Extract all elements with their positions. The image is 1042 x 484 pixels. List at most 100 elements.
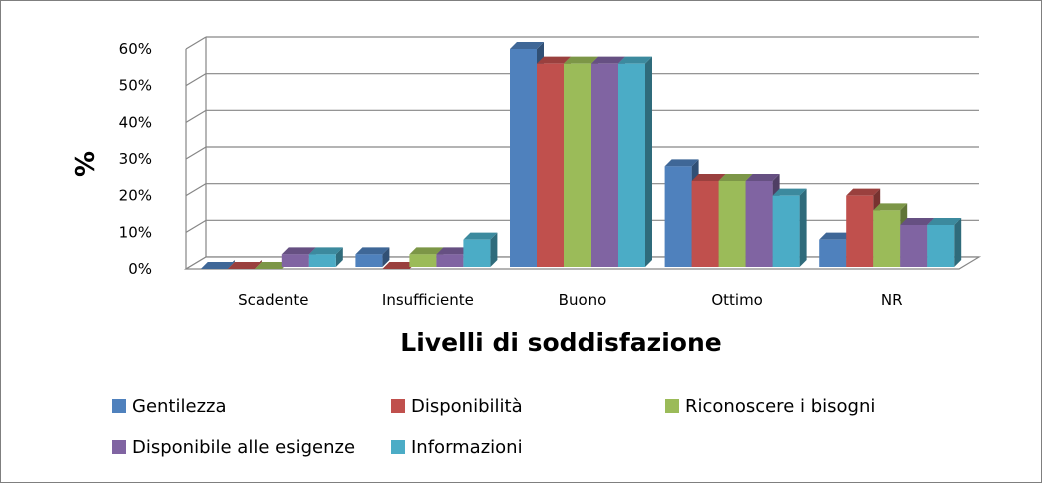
bar-front (927, 225, 955, 267)
bar-side (954, 218, 962, 267)
bar-front (281, 254, 309, 267)
bar (927, 218, 962, 267)
gridline-side (185, 109, 207, 123)
bar (618, 56, 652, 267)
bar-top (900, 218, 935, 225)
bar-front (846, 195, 874, 267)
bar-front (463, 239, 491, 267)
bar (227, 260, 262, 269)
y-tick-label: 0% (128, 260, 152, 278)
bar-top (591, 56, 625, 64)
bar-top (227, 262, 262, 269)
bar-top (772, 188, 807, 196)
bar-top (846, 188, 881, 196)
category-label: Insufficiente (382, 291, 474, 309)
gridline-side (185, 36, 207, 50)
gridline-side (185, 146, 207, 160)
legend-label: Disponibilità (411, 396, 523, 417)
x-axis-title: Livelli di soddisfazione (400, 328, 721, 357)
bar-top (664, 159, 699, 167)
bar (308, 247, 343, 267)
bar-top (355, 247, 390, 255)
bar-top (927, 218, 962, 225)
legend-item: Riconoscere i bisogni (665, 396, 875, 417)
bars (200, 42, 962, 269)
bar-top (308, 247, 343, 255)
legend-label: Disponibile alle esigenze (132, 437, 355, 458)
bar-top (691, 174, 726, 181)
bar-top (819, 232, 854, 240)
category-label: Scadente (238, 291, 308, 309)
bar-front (664, 166, 692, 267)
bar-top (409, 247, 444, 255)
y-tick-label: 60% (119, 40, 152, 58)
category-label: NR (881, 291, 903, 309)
legend-swatch (665, 399, 679, 413)
bar (463, 232, 498, 267)
legend-swatch (112, 399, 126, 413)
bar-top (718, 174, 753, 181)
bar-side (335, 247, 343, 267)
bar-front (436, 254, 464, 267)
bar-top (564, 56, 598, 64)
bar-front (873, 210, 901, 267)
legend-swatch (391, 399, 405, 413)
legend-swatch (112, 440, 126, 454)
bar-front (355, 254, 383, 267)
bar (772, 188, 807, 267)
bar-front (537, 63, 564, 267)
bar (436, 247, 471, 267)
bar-top (382, 262, 417, 269)
bar-front (618, 63, 645, 267)
legend-label: Informazioni (411, 437, 523, 458)
category-label: Ottimo (711, 291, 763, 309)
bar-side (490, 232, 498, 267)
bar-front (745, 181, 773, 267)
bar-front (409, 254, 437, 267)
bar-front (510, 49, 537, 267)
legend-item: Disponibilità (391, 396, 523, 417)
y-tick-label: 10% (119, 223, 152, 241)
bar-front (718, 181, 746, 267)
legend: Gentilezza Disponibilità Riconoscere i bis… (112, 396, 875, 458)
legend-item: Gentilezza (112, 396, 227, 417)
bar-front (819, 239, 847, 267)
legend-item: Disponibile alle esigenze (112, 437, 355, 458)
bar-front (591, 63, 618, 267)
bar-front (900, 225, 928, 267)
y-tick-label: 50% (119, 77, 152, 95)
bar-side (645, 56, 652, 267)
y-tick-label: 20% (119, 187, 152, 205)
y-tick-label: 30% (119, 150, 152, 168)
bar-top (510, 42, 544, 49)
gridline-side (185, 183, 207, 197)
bar (355, 247, 390, 267)
bar-side (382, 247, 390, 267)
bar-front (564, 63, 591, 267)
legend-swatch (391, 440, 405, 454)
bar-top (463, 232, 498, 240)
gridline-side (185, 219, 207, 233)
bar (200, 260, 235, 269)
bar-top (618, 56, 652, 64)
bar-front (772, 195, 800, 267)
bar-top (745, 174, 780, 181)
bar (900, 218, 935, 267)
bar-top (200, 262, 235, 269)
bar-top (436, 247, 471, 255)
x-axis-categories: Scadente Insufficiente Buono Ottimo NR (238, 291, 902, 309)
bar-top (873, 203, 908, 211)
y-tick-label: 40% (119, 113, 152, 131)
bar-side (799, 188, 807, 267)
legend-label: Gentilezza (132, 396, 227, 417)
legend-item: Informazioni (391, 437, 523, 458)
y-axis-ticks: 0% 10% 20% 30% 40% 50% 60% (119, 40, 152, 278)
bar-front (308, 254, 336, 267)
bar-front (691, 181, 719, 267)
y-axis-title: % (71, 151, 101, 177)
bar-top (281, 247, 316, 255)
category-label: Buono (559, 291, 607, 309)
legend-label: Riconoscere i bisogni (685, 396, 875, 417)
